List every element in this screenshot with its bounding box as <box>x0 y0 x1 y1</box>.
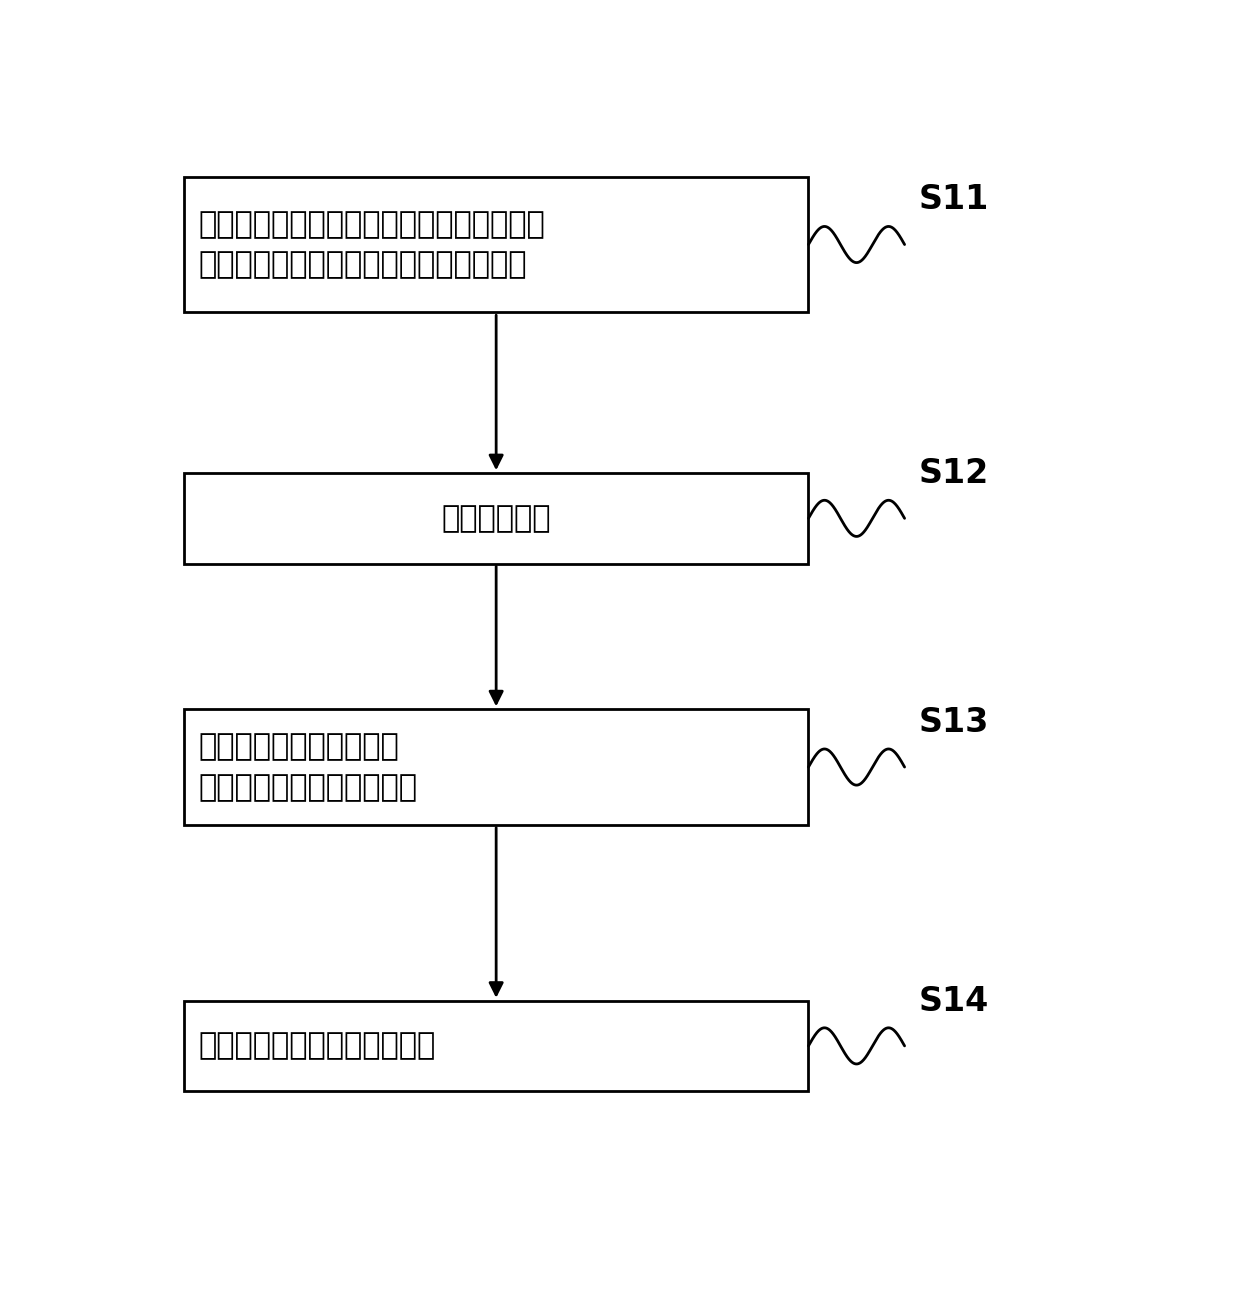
Text: S11: S11 <box>919 184 990 217</box>
Bar <box>184 1001 808 1091</box>
Bar <box>184 474 808 564</box>
Text: S14: S14 <box>919 985 990 1018</box>
Text: S12: S12 <box>919 457 990 491</box>
Bar <box>184 709 808 825</box>
Text: S13: S13 <box>919 706 990 739</box>
Bar <box>184 176 808 312</box>
Text: 构建转向负载模型，获取转向阻力矩，构建
负载状态观测器模型，计算转向负载力矩: 构建转向负载模型，获取转向阻力矩，构建 负载状态观测器模型，计算转向负载力矩 <box>198 210 546 279</box>
Text: 计算路感力矩，反馈路面信息: 计算路感力矩，反馈路面信息 <box>198 1031 435 1061</box>
Text: 建立电动助力转向系统模
型，计算助力转向输出力矩: 建立电动助力转向系统模 型，计算助力转向输出力矩 <box>198 732 417 801</box>
Text: 综合输出力矩: 综合输出力矩 <box>441 504 551 532</box>
